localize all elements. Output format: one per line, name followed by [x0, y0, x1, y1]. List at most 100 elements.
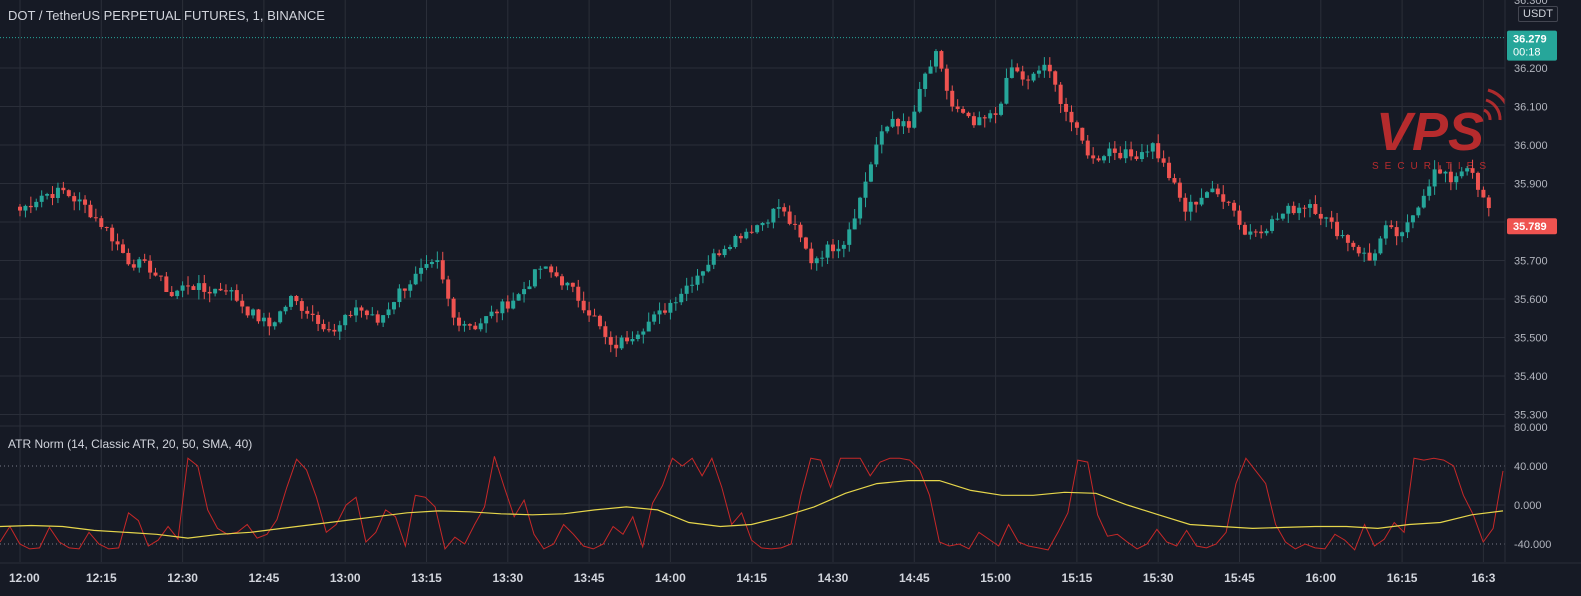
- candle-up: [1004, 77, 1009, 104]
- candle-up: [885, 126, 890, 132]
- candle-up: [413, 273, 418, 285]
- time-tick-label: 13:00: [330, 571, 361, 585]
- candle-up: [386, 309, 391, 316]
- candle-up: [511, 300, 516, 309]
- candle-down: [1194, 201, 1199, 205]
- candle-up: [516, 294, 521, 301]
- vps-watermark-logo: VPS SECURITIES: [1372, 88, 1512, 172]
- candle-up: [45, 194, 50, 196]
- price-tick-label: 35.300: [1514, 410, 1548, 422]
- price-tick-label: 36.100: [1514, 102, 1548, 114]
- candle-down: [906, 121, 911, 128]
- candle-up: [1378, 238, 1383, 254]
- candle-down: [1242, 224, 1247, 235]
- candle-down: [326, 329, 331, 331]
- candle-up: [1270, 219, 1275, 231]
- candle-down: [131, 264, 136, 268]
- candle-up: [408, 284, 413, 291]
- candle-down: [896, 118, 901, 127]
- time-tick-label: 14:45: [899, 571, 930, 585]
- candle-up: [1102, 156, 1106, 161]
- candle-up: [1307, 204, 1312, 208]
- currency-unit-label[interactable]: USDT: [1518, 6, 1558, 22]
- price-tick-label: 35.900: [1514, 179, 1548, 191]
- time-tick-label: 14:15: [736, 571, 767, 585]
- candle-down: [1481, 189, 1486, 198]
- candle-down: [1080, 127, 1085, 141]
- candle-up: [695, 275, 700, 285]
- time-tick-label: 16:15: [1387, 571, 1418, 585]
- candle-up: [1188, 201, 1193, 212]
- candle-down: [1134, 156, 1139, 160]
- candle-down: [1356, 246, 1361, 254]
- candle-up: [55, 187, 60, 198]
- candle-down: [1069, 111, 1074, 123]
- candle-down: [348, 314, 353, 316]
- candle-up: [278, 311, 283, 323]
- candle-down: [66, 190, 71, 197]
- candle-down: [457, 317, 462, 326]
- time-tick-label: 16:00: [1305, 571, 1336, 585]
- candle-up: [1340, 235, 1345, 237]
- candle-down: [950, 90, 955, 107]
- candle-down: [93, 217, 98, 219]
- candle-down: [1226, 201, 1231, 203]
- candle-up: [684, 285, 689, 294]
- candle-up: [619, 337, 624, 349]
- price-axis: 36.20036.10036.00035.90035.80035.70035.6…: [1504, 0, 1581, 596]
- candle-up: [706, 264, 711, 272]
- candle-up: [852, 218, 857, 230]
- candle-down: [603, 326, 608, 337]
- candle-up: [841, 244, 846, 249]
- price-tick-label: 35.600: [1514, 294, 1548, 306]
- atr-sma-line: [0, 480, 1504, 539]
- candle-down: [993, 113, 998, 115]
- candle-up: [1036, 70, 1041, 74]
- candle-down: [944, 68, 949, 91]
- candle-down: [375, 314, 380, 323]
- time-tick-label: 16:3: [1471, 571, 1495, 585]
- candle-up: [874, 144, 879, 165]
- candle-up: [1383, 225, 1388, 239]
- candle-up: [1145, 151, 1150, 153]
- candle-down: [1313, 204, 1318, 214]
- time-tick-label: 13:45: [574, 571, 605, 585]
- candle-down: [1221, 194, 1226, 202]
- candle-down: [115, 241, 120, 245]
- candle-down: [218, 288, 223, 291]
- candle-down: [402, 288, 407, 291]
- candle-down: [99, 218, 104, 227]
- candle-down: [83, 199, 88, 205]
- candle-down: [597, 315, 602, 327]
- candle-up: [1454, 176, 1459, 183]
- candle-up: [868, 164, 873, 182]
- candle-down: [1091, 155, 1096, 159]
- candle-up: [722, 248, 727, 256]
- candle-down: [61, 187, 66, 191]
- candle-down: [1015, 67, 1020, 72]
- candle-down: [1020, 71, 1025, 80]
- candle-up: [1373, 253, 1377, 261]
- candle-up: [933, 51, 938, 67]
- candle-up: [1465, 168, 1470, 172]
- current-price-tag: [1507, 30, 1557, 61]
- candle-up: [1280, 213, 1285, 219]
- candle-up: [213, 288, 218, 294]
- candle-down: [294, 296, 299, 302]
- candle-up: [1150, 143, 1155, 152]
- candle-up: [1324, 217, 1329, 219]
- candle-down: [1064, 103, 1069, 112]
- atr-tick-label: 40.000: [1514, 461, 1548, 473]
- candle-down: [169, 292, 174, 297]
- candle-up: [1107, 148, 1112, 157]
- candle-up: [630, 338, 635, 342]
- candle-down: [1172, 178, 1177, 183]
- time-axis-bg: [0, 563, 1581, 596]
- candle-down: [256, 309, 261, 322]
- time-tick-label: 13:15: [411, 571, 442, 585]
- candle-up: [1123, 149, 1128, 159]
- candle-down: [191, 286, 196, 290]
- candle-down: [809, 248, 814, 264]
